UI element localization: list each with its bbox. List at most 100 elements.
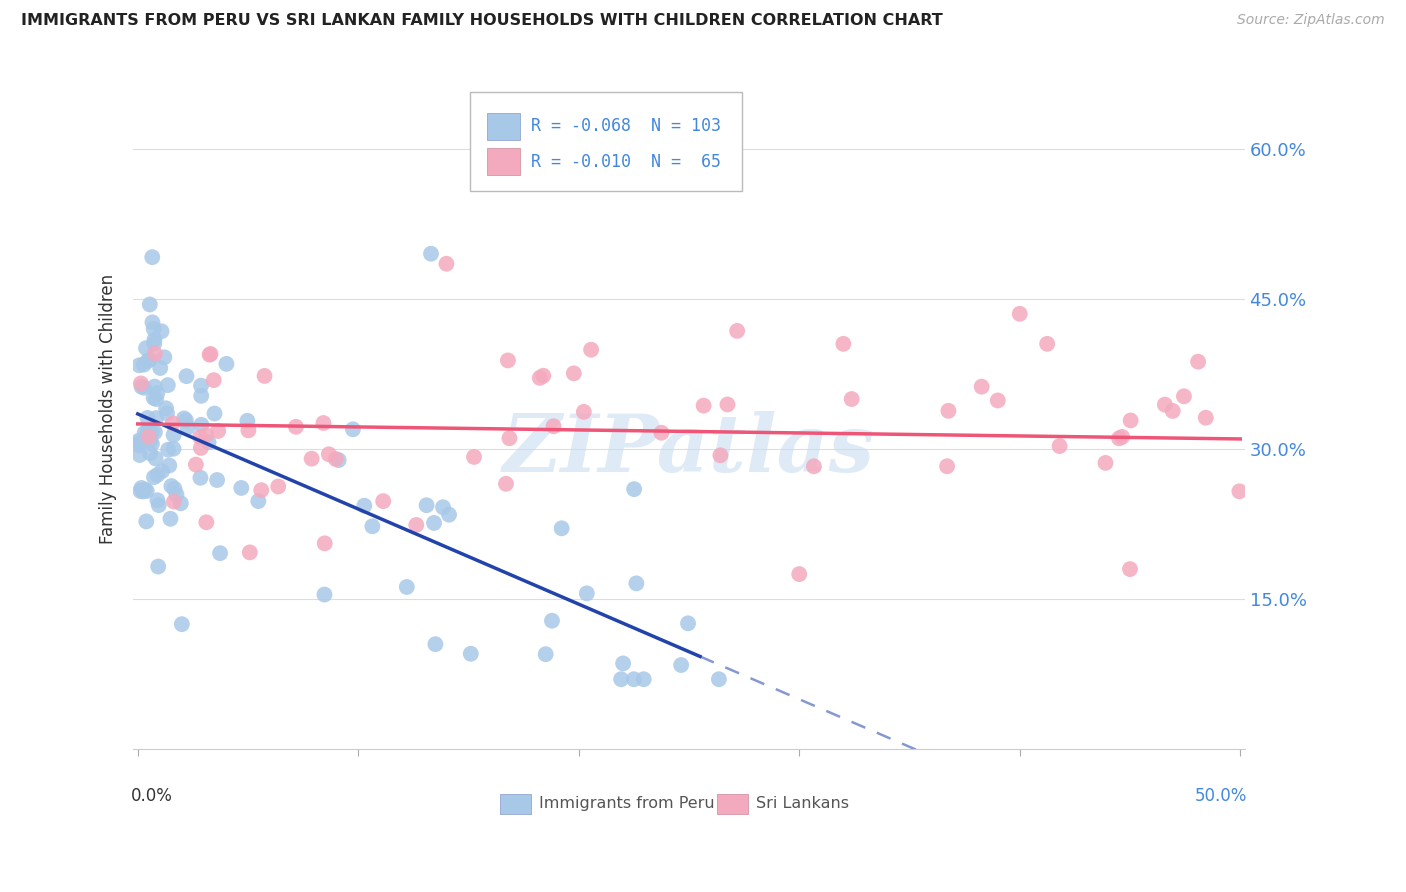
Point [531, 368, 554, 383]
Point [425, 637, 447, 651]
Point [146, 386, 169, 401]
Point [176, 369, 198, 384]
Point [247, 494, 270, 508]
Point [236, 414, 259, 428]
Point [138, 425, 160, 440]
Point [200, 347, 222, 361]
Point [136, 424, 159, 438]
Point [128, 434, 150, 448]
Point [692, 399, 714, 413]
Point [131, 380, 153, 394]
Point [145, 451, 167, 466]
Point [328, 453, 350, 467]
Point [139, 434, 162, 448]
Point [190, 471, 212, 485]
Point [530, 177, 553, 191]
Text: R = -0.068  N = 103: R = -0.068 N = 103 [531, 118, 721, 136]
Point [612, 657, 634, 671]
Point [128, 435, 150, 450]
Point [1119, 562, 1142, 576]
Point [162, 417, 184, 431]
Point [160, 479, 183, 493]
Point [132, 381, 155, 395]
Point [353, 499, 375, 513]
Point [239, 545, 262, 559]
Point [312, 416, 335, 430]
Point [195, 515, 218, 529]
Point [188, 430, 211, 444]
Point [174, 413, 197, 427]
Point [342, 422, 364, 436]
Point [534, 647, 557, 661]
Point [128, 448, 150, 462]
FancyBboxPatch shape [501, 794, 531, 814]
Point [145, 392, 167, 406]
Point [166, 487, 188, 501]
Y-axis label: Family Households with Children: Family Households with Children [100, 274, 117, 544]
Point [1111, 430, 1133, 444]
Point [150, 324, 173, 338]
Point [139, 446, 162, 460]
Point [361, 519, 384, 533]
Point [572, 405, 595, 419]
Point [610, 672, 633, 686]
FancyBboxPatch shape [717, 794, 748, 814]
Point [550, 521, 572, 535]
Point [190, 417, 212, 432]
Point [633, 672, 655, 686]
Point [141, 250, 163, 264]
Point [676, 616, 699, 631]
Point [190, 389, 212, 403]
Point [541, 614, 564, 628]
Point [1094, 456, 1116, 470]
Point [209, 546, 232, 560]
Point [1108, 431, 1130, 445]
Point [623, 672, 645, 686]
Point [285, 419, 308, 434]
Point [936, 459, 959, 474]
Point [529, 371, 551, 385]
Point [141, 437, 163, 451]
Point [1049, 439, 1071, 453]
Point [938, 404, 960, 418]
Point [131, 481, 153, 495]
Point [170, 496, 193, 510]
Point [135, 341, 157, 355]
Point [173, 411, 195, 425]
Point [136, 354, 159, 368]
Text: Immigrants from Peru: Immigrants from Peru [538, 797, 714, 811]
Point [707, 672, 730, 686]
Point [650, 425, 672, 440]
Point [987, 393, 1010, 408]
Point [314, 536, 336, 550]
Point [195, 428, 218, 442]
Point [253, 368, 276, 383]
Point [437, 508, 460, 522]
Point [132, 358, 155, 372]
Point [150, 464, 173, 478]
FancyBboxPatch shape [486, 112, 520, 140]
Point [395, 580, 418, 594]
Point [190, 378, 212, 392]
Point [134, 483, 156, 497]
Point [562, 367, 585, 381]
Text: R = -0.010  N =  65: R = -0.010 N = 65 [531, 153, 721, 170]
Point [143, 336, 166, 351]
Point [787, 567, 810, 582]
Point [157, 458, 180, 473]
Point [623, 482, 645, 496]
Point [204, 407, 226, 421]
Point [132, 484, 155, 499]
Point [1036, 336, 1059, 351]
Point [162, 442, 184, 456]
Point [415, 498, 437, 512]
Point [716, 397, 738, 411]
Point [709, 448, 731, 462]
Point [318, 447, 340, 461]
Point [373, 494, 395, 508]
Text: 0.0%: 0.0% [131, 787, 173, 805]
Point [207, 424, 229, 438]
Point [436, 257, 458, 271]
Text: Sri Lankans: Sri Lankans [755, 797, 849, 811]
Point [170, 617, 193, 632]
